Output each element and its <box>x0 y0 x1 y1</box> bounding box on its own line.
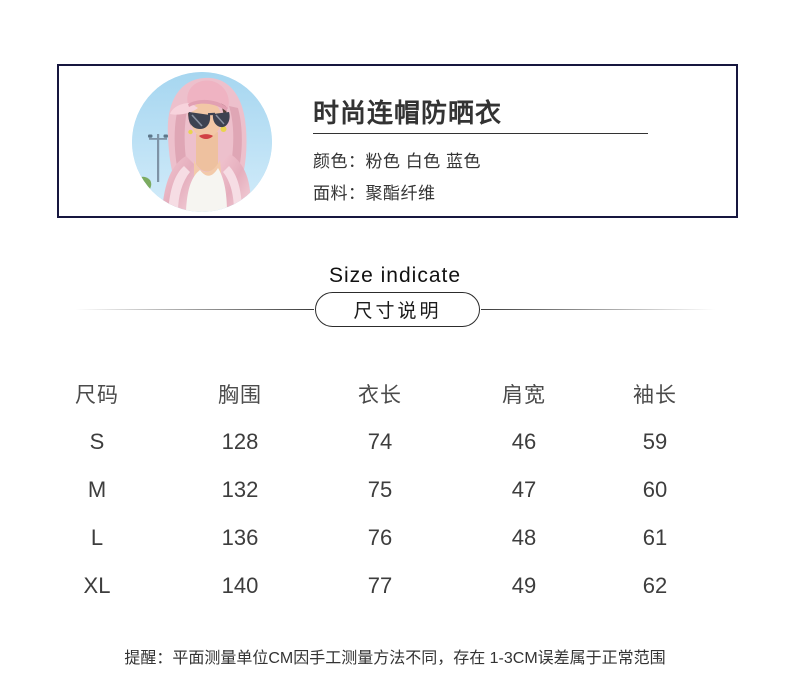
size-cell: M <box>87 477 107 502</box>
fabric-value: 聚酯纤维 <box>365 184 436 203</box>
value-cell: 48 <box>511 525 537 550</box>
divider-line-left <box>75 309 314 310</box>
fabric-label: 面料： <box>313 184 366 203</box>
size-cell: L <box>90 525 104 550</box>
value-cell: 74 <box>367 429 393 454</box>
value-cell: 59 <box>642 429 668 454</box>
column-header-size: 尺码 <box>75 384 119 407</box>
title-underline <box>313 133 648 134</box>
size-indicate-heading: Size indicate <box>328 264 462 287</box>
value-cell: 47 <box>511 477 537 502</box>
value-cell: 60 <box>642 477 668 502</box>
value-cell: 62 <box>642 573 668 598</box>
product-photo <box>132 72 272 212</box>
size-cell: S <box>89 429 105 454</box>
column-header-chest: 胸围 <box>218 384 262 407</box>
value-cell: 128 <box>221 429 259 454</box>
column-header-shoulder: 肩宽 <box>502 384 546 407</box>
value-cell: 75 <box>367 477 393 502</box>
column-header-sleeve: 袖长 <box>633 384 677 407</box>
value-cell: 136 <box>221 525 259 550</box>
value-cell: 46 <box>511 429 537 454</box>
value-cell: 132 <box>221 477 259 502</box>
product-title: 时尚连帽防晒衣 <box>313 98 503 128</box>
value-cell: 77 <box>367 573 393 598</box>
model-photo-image <box>132 72 272 212</box>
size-heading-pill: 尺寸说明 <box>315 292 480 327</box>
size-cell: XL <box>83 573 111 598</box>
column-header-length: 衣长 <box>358 384 402 407</box>
size-table: 尺码 胸围 衣长 肩宽 袖长 S 128 74 46 59 M 132 75 4… <box>40 370 696 610</box>
fabric-attribute: 面料：聚酯纤维 <box>313 179 436 204</box>
color-value: 粉色 白色 蓝色 <box>365 152 481 171</box>
value-cell: 61 <box>642 525 668 550</box>
value-cell: 140 <box>221 573 259 598</box>
color-label: 颜色： <box>313 152 366 171</box>
value-cell: 49 <box>511 573 537 598</box>
size-heading-zh: 尺寸说明 <box>353 301 442 322</box>
color-attribute: 颜色：粉色 白色 蓝色 <box>313 147 481 172</box>
divider-line-right <box>481 309 715 310</box>
measurement-note: 提醒：平面测量单位CM因手工测量方法不同，存在 1-3CM误差属于正常范围 <box>124 650 666 667</box>
value-cell: 76 <box>367 525 393 550</box>
